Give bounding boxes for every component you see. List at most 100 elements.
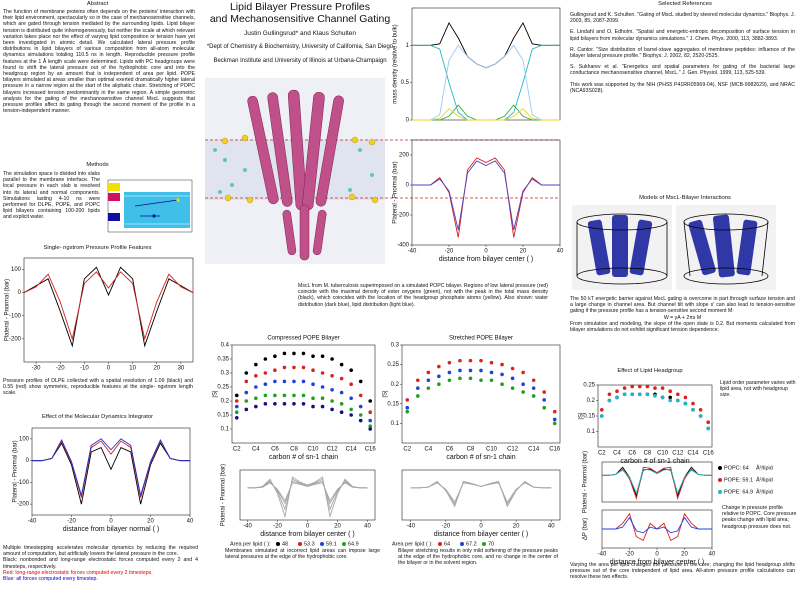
legend-title: Area per lipid ( ): (230, 541, 271, 547)
x-tick-label: 40 (557, 249, 564, 255)
data-point (273, 354, 277, 359)
data-point (630, 384, 634, 389)
plot-title: Stretched POPE Bilayer (449, 336, 513, 342)
x-tick-label: C8 (644, 451, 652, 457)
x-tick-label: C10 (308, 447, 320, 453)
center-caption: MscL from M. tuberculosis superimposed o… (298, 283, 548, 308)
data-point (510, 386, 515, 390)
caption-line: Multiple timestepping accelerates molecu… (3, 545, 198, 558)
models-paragraph: From simulation and modeling, the slope … (570, 320, 795, 334)
x-axis-label: distance from bilayer center ( ) (260, 531, 355, 538)
data-point (447, 378, 452, 383)
legend-label: POPE: 59.1 (724, 477, 753, 483)
reference: S. Sukharev et al. "Energetics and spati… (570, 64, 795, 77)
x-tick-label: 40 (548, 524, 555, 530)
models-text: The 50 kT energetic barrier against MscL… (570, 296, 795, 333)
x-axis-label: carbon # of sn-1 chain (269, 454, 338, 461)
data-point (645, 384, 650, 389)
data-point (330, 357, 334, 361)
data-point (660, 386, 665, 390)
data-point (273, 393, 277, 398)
x-axis-label: distance from bilayer normal ( ) (63, 526, 159, 533)
legend-label: POPC: 64 (724, 465, 749, 471)
data-point (653, 386, 657, 390)
data-point (234, 399, 239, 403)
headgroup-caption: Varying the area per lipid changes the p… (570, 562, 795, 581)
data-point (339, 362, 344, 367)
data-point (292, 365, 296, 370)
data-point (691, 401, 695, 406)
x-tick-label: 0 (109, 519, 113, 525)
x-tick-label: C10 (657, 451, 669, 457)
data-point (630, 392, 634, 397)
y-axis-label: Plateral - Pnormal (bar) (221, 464, 227, 526)
data-point (668, 395, 672, 400)
data-point (273, 402, 277, 406)
data-point (368, 424, 373, 429)
data-point (358, 413, 363, 417)
data-point (552, 409, 557, 414)
data-point (349, 407, 353, 412)
y-axis-label: Plateral - Pnormal (bar) (583, 451, 589, 513)
x-tick-label: -40 (408, 249, 417, 255)
caption-line: Blue: all forces computed every timestep… (3, 576, 98, 583)
legend-swatch (342, 542, 346, 546)
x-axis-label: distance from bilayer center ( ) (434, 531, 529, 538)
data-point (358, 379, 363, 384)
legend-label: POPE: 64.9 (724, 489, 753, 495)
data-point (339, 402, 344, 406)
data-point (510, 376, 515, 381)
data-point (542, 390, 546, 394)
data-point (358, 404, 363, 409)
x-tick-label: C6 (628, 451, 636, 457)
data-point (358, 393, 363, 398)
x-tick-label: C12 (672, 451, 684, 457)
references-heading: Selected References (658, 1, 712, 7)
data-line (32, 442, 190, 505)
data-point (479, 378, 483, 383)
legend-swatch (718, 478, 722, 482)
affiliation: *Dept of Chemistry & Biochemistry, Unive… (206, 44, 394, 50)
x-tick-label: -20 (67, 519, 76, 525)
integrator-caption: Multiple timestepping accelerates molecu… (3, 545, 198, 582)
data-point (244, 407, 249, 412)
x-tick-label: 20 (147, 519, 154, 525)
data-point (234, 410, 239, 415)
y-tick-label: -400 (397, 243, 410, 249)
data-line (602, 466, 712, 498)
plot-frame (411, 139, 561, 246)
x-tick-label: 40 (187, 519, 194, 525)
x-tick-label: C8 (290, 447, 298, 453)
legend-unit: Å²/lipid (756, 464, 773, 471)
plot-frame (231, 344, 376, 444)
x-tick-label: C14 (346, 447, 358, 453)
y-tick-label: 200 (399, 153, 410, 159)
data-point (521, 390, 525, 394)
x-tick-label: 0 (306, 524, 310, 530)
plot-frame (23, 257, 194, 363)
methods-diagram (107, 179, 193, 233)
x-tick-label: 0 (479, 524, 483, 530)
x-tick-label: C14 (687, 451, 699, 457)
headgroup-heading: Effect of Lipid Headgroup (617, 368, 683, 374)
y-tick-label: 0 (18, 290, 22, 296)
headgroup-note: Change in pressure profile relative to P… (722, 505, 797, 530)
data-line (412, 44, 560, 121)
stretched-caption: Bilayer stretching results in only mild … (398, 548, 558, 567)
data-point (676, 392, 680, 397)
x-tick-label: 20 (334, 524, 341, 530)
legend-swatch (298, 542, 302, 546)
data-point (622, 392, 627, 397)
y-tick-label: -200 (9, 336, 22, 342)
data-point (301, 402, 306, 406)
x-tick-label: 0 (484, 249, 488, 255)
y-axis-label: |S| (383, 390, 389, 398)
data-point (405, 409, 410, 414)
data-point (292, 351, 296, 356)
data-point (638, 392, 642, 397)
data-point (349, 368, 353, 373)
x-tick-label: -40 (28, 519, 37, 525)
data-point (500, 362, 504, 367)
plot-frame (411, 7, 561, 121)
y-tick-label: 100 (19, 436, 30, 442)
